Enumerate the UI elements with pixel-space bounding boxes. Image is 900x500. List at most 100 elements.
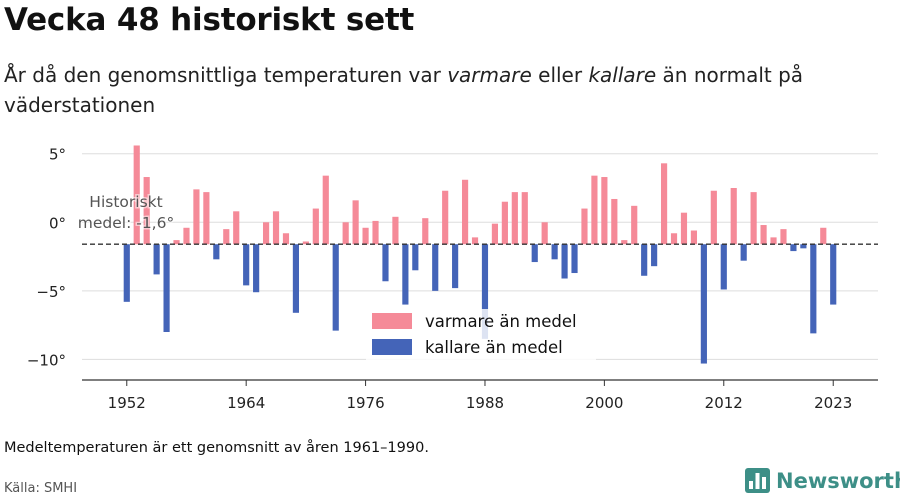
bar-warmer [223, 229, 230, 245]
chart-title: Vecka 48 historiskt sett [4, 2, 415, 38]
x-tick-label: 1964 [227, 394, 265, 412]
y-tick-label: −5° [36, 283, 66, 301]
bar-warmer [352, 200, 359, 245]
bar-warmer [820, 227, 827, 245]
bar-colder [452, 244, 459, 289]
bar-warmer [521, 192, 528, 245]
temperature-bar-chart: 5° 0° −5° −10° 1952 1964 1976 1988 2000 2012 2023… [27, 145, 878, 412]
bar-warmer [710, 190, 717, 245]
bar-warmer [770, 237, 777, 245]
bar-warmer [750, 192, 757, 245]
bar-warmer [233, 211, 240, 245]
x-axis: 1952 1964 1976 1988 2000 2012 2023 [82, 379, 878, 412]
bar-warmer [501, 201, 508, 245]
bar-warmer [312, 208, 319, 245]
subtitle-part: kallare [588, 63, 657, 87]
bar-warmer [611, 198, 618, 245]
bar-colder [292, 244, 300, 313]
bar-warmer [601, 177, 608, 245]
bar-warmer [690, 230, 698, 245]
bar-warmer [491, 223, 499, 245]
bar-colder [123, 244, 130, 302]
bar-warmer [670, 233, 678, 245]
grid-lines: 5° 0° −5° −10° [27, 146, 878, 369]
bar-warmer [591, 175, 598, 245]
brand-name: Newsworthy [776, 468, 900, 493]
bar-warmer [282, 233, 290, 245]
bar-colder [243, 244, 250, 286]
legend-label: varmare än medel [425, 312, 577, 331]
bar-colder [810, 244, 817, 334]
bar-warmer [541, 222, 548, 245]
bar-warmer [581, 208, 588, 245]
baseline-label: Historiskt [89, 193, 162, 211]
bar-warmer [342, 222, 349, 245]
bar-warmer [143, 177, 150, 245]
bar-warmer [193, 189, 200, 245]
bar-colder [432, 244, 439, 291]
bar-warmer [372, 220, 379, 245]
bar-colder [481, 244, 489, 339]
bar-colder [402, 244, 409, 305]
bar-colder [740, 244, 747, 261]
footnote: Medeltemperaturen är ett genomsnitt av å… [4, 440, 429, 456]
bar-colder [332, 244, 339, 331]
bar-warmer [173, 240, 180, 245]
bar-colder [163, 244, 170, 332]
x-tick-label: 1976 [346, 394, 384, 412]
bar-colder [571, 244, 578, 274]
y-tick-label: 5° [49, 146, 66, 164]
bar-warmer [780, 229, 787, 245]
bar-warmer [471, 237, 479, 245]
bar-warmer [133, 145, 140, 245]
bar-colder [790, 244, 797, 252]
bar-warmer [362, 227, 369, 245]
bar-colder [700, 244, 707, 364]
bar-warmer [183, 227, 190, 245]
legend-swatch [372, 313, 412, 329]
bar-colder [651, 244, 658, 267]
bar-colder [830, 244, 837, 305]
bar-chart-icon [745, 468, 770, 493]
x-tick-label: 1952 [108, 394, 146, 412]
bar-colder [551, 244, 558, 260]
legend-label: kallare än medel [425, 338, 563, 357]
subtitle-part: än normalt på väderstationen [4, 63, 804, 117]
bar-warmer [511, 192, 518, 245]
bar-warmer [631, 205, 638, 245]
legend-swatch [372, 339, 412, 355]
chart-subtitle: År då den genomsnittliga temperaturen va… [4, 60, 884, 120]
bar-colder [253, 244, 260, 293]
bar-warmer [442, 190, 449, 245]
bar-warmer [680, 212, 688, 245]
bar-warmer [621, 240, 628, 245]
bar-warmer [262, 222, 270, 245]
subtitle-part: eller [531, 63, 589, 87]
bar-colder [531, 244, 538, 263]
bar-colder [382, 244, 389, 282]
bar-colder [561, 244, 568, 279]
x-tick-label: 1988 [466, 394, 504, 412]
bar-colder [213, 244, 220, 260]
source-label: Källa: SMHI [4, 481, 78, 496]
bar-warmer [302, 241, 309, 245]
brand-logo[interactable]: Newsworthy [745, 468, 900, 493]
baseline-annotation: Historiskt medel: -1,6° [76, 192, 175, 234]
baseline-label: medel: -1,6° [78, 214, 174, 232]
bar-warmer [422, 218, 429, 245]
bar-warmer [760, 225, 767, 245]
bar-colder [412, 244, 419, 271]
bar-warmer [392, 216, 399, 245]
subtitle-part: varmare [447, 63, 532, 87]
legend: varmare än medel kallare än medel [366, 309, 596, 365]
bar-colder [800, 244, 807, 249]
subtitle-part: År då den genomsnittliga temperaturen va… [4, 63, 448, 87]
x-tick-label: 2023 [814, 394, 852, 412]
bar-warmer [203, 192, 210, 245]
bar-warmer [660, 163, 668, 245]
x-tick-label: 2012 [705, 394, 743, 412]
bar-warmer [272, 211, 280, 245]
bar-colder [153, 244, 160, 275]
x-tick-label: 2000 [585, 394, 623, 412]
y-tick-label: −10° [27, 351, 66, 369]
